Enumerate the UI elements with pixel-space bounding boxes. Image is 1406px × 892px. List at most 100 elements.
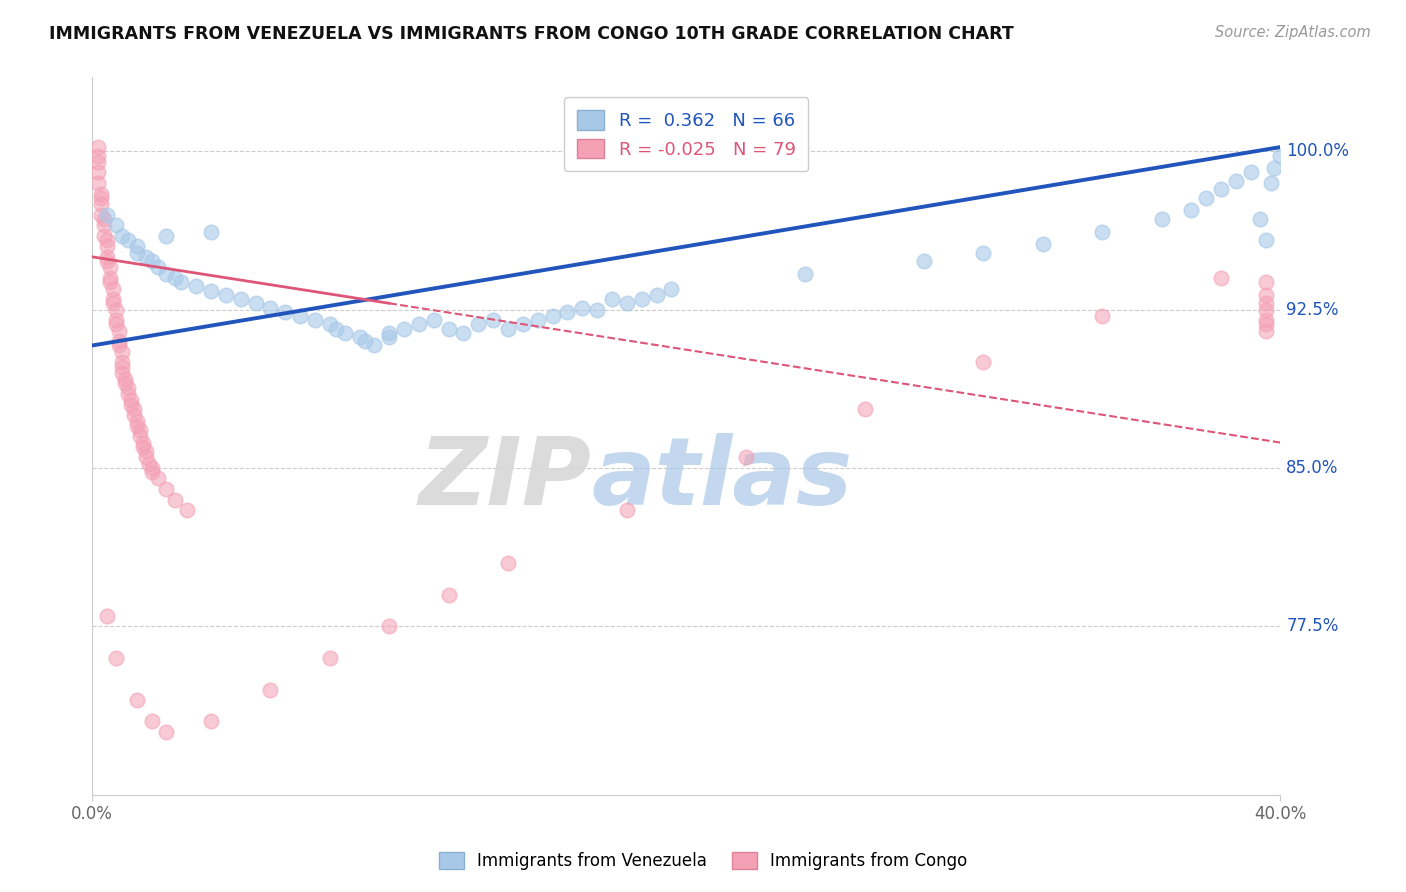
Point bbox=[1263, 161, 1285, 176]
Point bbox=[1254, 302, 1277, 317]
Point bbox=[155, 228, 177, 243]
Point bbox=[131, 440, 153, 454]
Point bbox=[98, 271, 121, 285]
Point bbox=[128, 423, 150, 437]
Point bbox=[101, 296, 124, 310]
Point bbox=[108, 338, 131, 352]
Point bbox=[1260, 176, 1282, 190]
Point bbox=[101, 281, 124, 295]
Point bbox=[186, 279, 208, 293]
Point bbox=[111, 355, 134, 369]
Point bbox=[1254, 313, 1277, 327]
Point bbox=[1209, 182, 1232, 196]
Point bbox=[319, 318, 342, 332]
Point bbox=[104, 218, 127, 232]
Point bbox=[111, 344, 134, 359]
Point bbox=[1254, 324, 1277, 338]
Point bbox=[482, 313, 505, 327]
Point bbox=[98, 260, 121, 275]
Point bbox=[111, 366, 134, 380]
Point bbox=[288, 309, 311, 323]
Point bbox=[87, 165, 110, 179]
Point bbox=[245, 296, 267, 310]
Point bbox=[125, 415, 148, 429]
Text: 92.5%: 92.5% bbox=[1286, 301, 1339, 318]
Point bbox=[87, 154, 110, 169]
Point bbox=[1225, 174, 1247, 188]
Point bbox=[155, 267, 177, 281]
Point bbox=[135, 450, 157, 465]
Point bbox=[155, 724, 177, 739]
Point bbox=[392, 321, 415, 335]
Point bbox=[87, 176, 110, 190]
Point bbox=[1195, 191, 1218, 205]
Point bbox=[616, 296, 638, 310]
Point bbox=[1254, 233, 1277, 247]
Point bbox=[1270, 148, 1292, 162]
Point bbox=[117, 233, 139, 247]
Point bbox=[259, 301, 281, 315]
Point bbox=[200, 714, 222, 729]
Point bbox=[1032, 237, 1054, 252]
Point bbox=[125, 418, 148, 433]
Point bbox=[135, 250, 157, 264]
Text: 85.0%: 85.0% bbox=[1286, 458, 1339, 477]
Point bbox=[117, 387, 139, 401]
Point bbox=[138, 457, 160, 471]
Point bbox=[114, 376, 136, 391]
Point bbox=[141, 461, 163, 475]
Point bbox=[135, 444, 157, 458]
Point bbox=[90, 186, 112, 201]
Point bbox=[146, 260, 169, 275]
Point bbox=[1249, 211, 1271, 226]
Point bbox=[90, 191, 112, 205]
Point bbox=[319, 651, 342, 665]
Point bbox=[333, 326, 356, 340]
Point bbox=[229, 292, 252, 306]
Point bbox=[467, 318, 489, 332]
Point bbox=[141, 714, 163, 729]
Point bbox=[120, 393, 142, 408]
Point bbox=[90, 197, 112, 211]
Point bbox=[111, 359, 134, 374]
Point bbox=[93, 211, 115, 226]
Point bbox=[408, 318, 430, 332]
Point bbox=[453, 326, 475, 340]
Point bbox=[141, 465, 163, 479]
Point bbox=[557, 304, 579, 318]
Text: IMMIGRANTS FROM VENEZUELA VS IMMIGRANTS FROM CONGO 10TH GRADE CORRELATION CHART: IMMIGRANTS FROM VENEZUELA VS IMMIGRANTS … bbox=[49, 25, 1014, 43]
Point bbox=[93, 228, 115, 243]
Point bbox=[325, 321, 347, 335]
Point bbox=[363, 338, 385, 352]
Point bbox=[526, 313, 548, 327]
Point bbox=[541, 309, 564, 323]
Point bbox=[155, 482, 177, 496]
Point bbox=[96, 254, 118, 268]
Point bbox=[912, 254, 935, 268]
Point bbox=[104, 302, 127, 317]
Point bbox=[96, 208, 118, 222]
Text: Source: ZipAtlas.com: Source: ZipAtlas.com bbox=[1215, 25, 1371, 40]
Text: 100.0%: 100.0% bbox=[1286, 143, 1350, 161]
Point bbox=[215, 288, 238, 302]
Point bbox=[165, 271, 187, 285]
Point bbox=[1254, 288, 1277, 302]
Point bbox=[1240, 165, 1263, 179]
Point bbox=[586, 302, 609, 317]
Point bbox=[128, 429, 150, 443]
Point bbox=[141, 254, 163, 268]
Point bbox=[93, 218, 115, 232]
Point bbox=[274, 304, 297, 318]
Point bbox=[571, 301, 593, 315]
Point bbox=[120, 398, 142, 412]
Legend: R =  0.362   N = 66, R = -0.025   N = 79: R = 0.362 N = 66, R = -0.025 N = 79 bbox=[564, 97, 808, 171]
Point bbox=[1254, 275, 1277, 289]
Point bbox=[131, 435, 153, 450]
Point bbox=[512, 318, 534, 332]
Point bbox=[437, 321, 460, 335]
Point bbox=[200, 284, 222, 298]
Point bbox=[354, 334, 377, 349]
Point bbox=[104, 318, 127, 332]
Point bbox=[96, 608, 118, 623]
Point bbox=[794, 267, 817, 281]
